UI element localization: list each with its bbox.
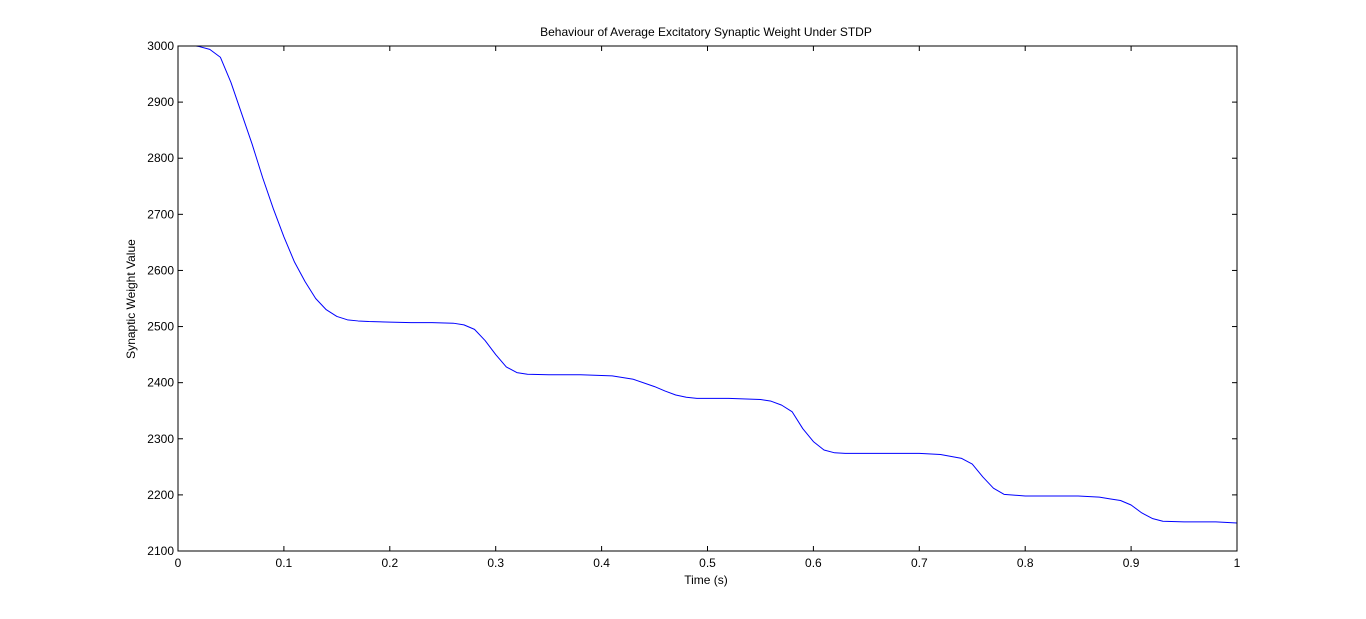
x-tick-label: 0.2 [381,556,398,570]
x-tick-label: 0.7 [911,556,928,570]
y-tick-label: 2900 [147,95,174,109]
x-tick-label: 1 [1234,556,1241,570]
x-tick-label: 0.8 [1017,556,1034,570]
y-tick-label: 3000 [147,39,174,53]
plot-area [178,46,1237,551]
series-line-0 [195,45,1238,524]
y-tick-label: 2600 [147,263,174,277]
y-tick-label: 2800 [147,151,174,165]
y-tick-label: 2400 [147,376,174,390]
x-tick-label: 0.9 [1123,556,1140,570]
y-tick-label: 2200 [147,488,174,502]
y-tick-label: 2700 [147,207,174,221]
y-tick-label: 2100 [147,544,174,558]
series-layer [195,45,1238,524]
y-axis-title: Synaptic Weight Value [124,239,138,359]
y-tick-label: 2500 [147,320,174,334]
x-tick-label: 0 [175,556,182,570]
x-tick-label: 0.4 [593,556,610,570]
chart-title: Behaviour of Average Excitatory Synaptic… [540,25,872,39]
x-axis-title: Time (s) [684,573,728,587]
tick-layer: 0 0.1 0.2 0.3 0.4 0.5 0.6 0.7 0.8 0.9 1 2100 2200 230… [147,39,1240,570]
x-tick-label: 0.6 [805,556,822,570]
x-tick-label: 0.1 [276,556,293,570]
x-tick-label: 0.3 [487,556,504,570]
x-tick-label: 0.5 [699,556,716,570]
y-tick-label: 2300 [147,432,174,446]
